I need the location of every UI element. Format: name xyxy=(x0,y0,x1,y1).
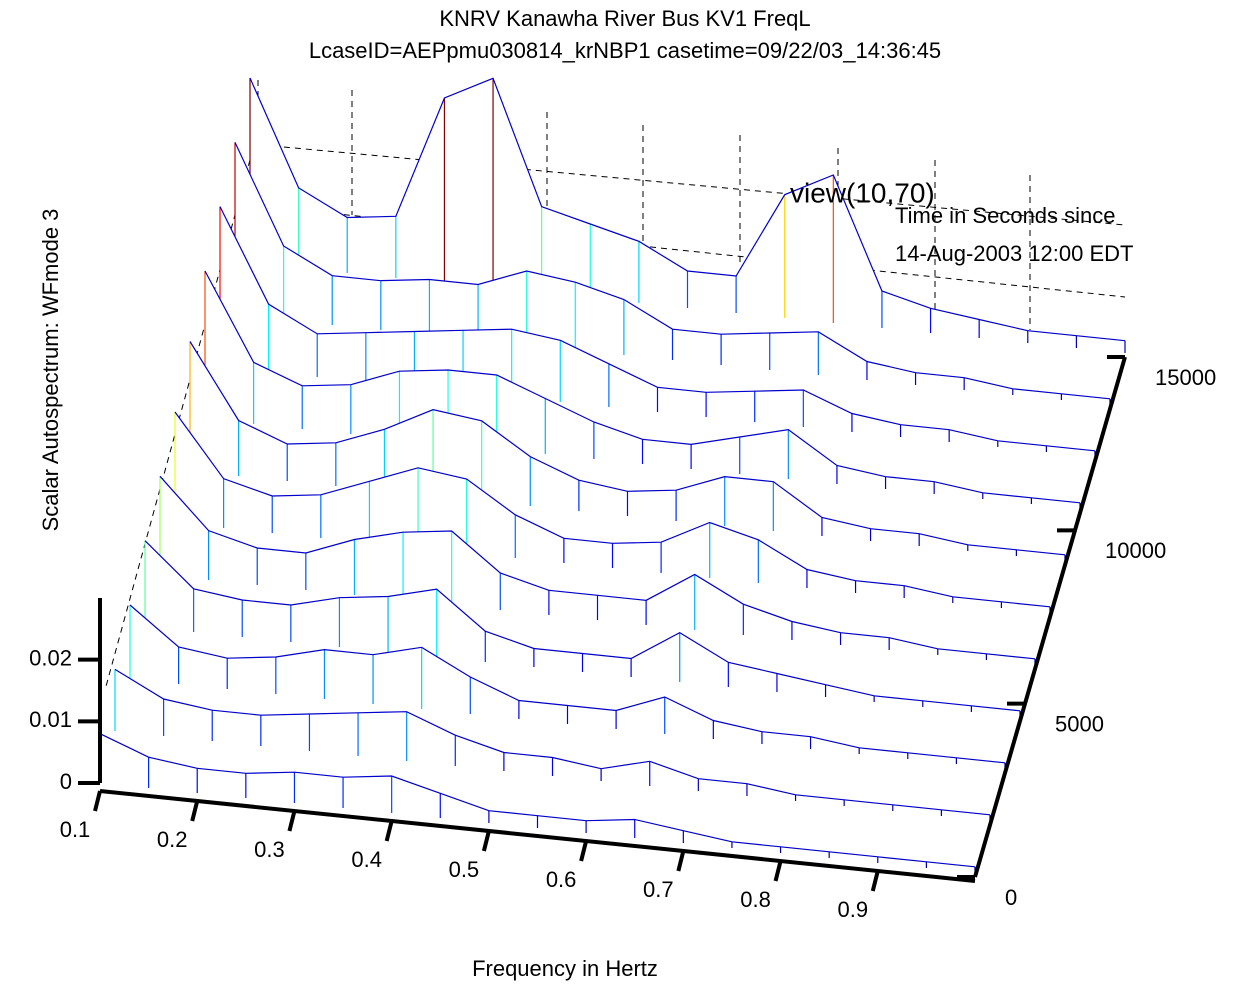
x-tick-label: 0.2 xyxy=(157,827,188,852)
row-line xyxy=(174,411,1051,608)
x-tick-label: 0.6 xyxy=(546,867,577,892)
annotation: Time in Seconds since xyxy=(895,203,1116,228)
row-line xyxy=(189,341,1066,556)
y-tick-label: 15000 xyxy=(1155,365,1216,390)
row-fill xyxy=(190,341,1065,561)
row-line xyxy=(99,733,976,868)
x-tick xyxy=(287,810,297,832)
z-tick-label: 0.02 xyxy=(29,645,72,670)
row-fill xyxy=(145,540,1020,717)
y-tick-label: 10000 xyxy=(1105,538,1166,563)
row-line xyxy=(129,604,1006,764)
z-tick-label: 0.01 xyxy=(29,707,72,732)
dash-line xyxy=(261,144,1126,226)
x-tick xyxy=(384,820,394,842)
x-axis-line xyxy=(99,789,976,883)
z-axis-label: Scalar Autospectrum: WFmode 3 xyxy=(38,209,63,532)
chart-subtitle: LcaseID=AEPpmu030814_krNBP1 casetime=09/… xyxy=(309,38,941,63)
x-tick-label: 0.8 xyxy=(740,887,771,912)
x-tick xyxy=(870,870,880,892)
row-line xyxy=(144,540,1021,712)
row-line xyxy=(249,77,1126,342)
x-tick xyxy=(676,850,686,872)
x-tick-label: 0.1 xyxy=(60,817,91,842)
annotation: view(10,70) xyxy=(790,177,935,208)
x-tick xyxy=(481,830,491,852)
row-line xyxy=(234,142,1111,400)
row-line xyxy=(204,270,1081,504)
x-tick-label: 0.3 xyxy=(254,837,285,862)
chart-title: KNRV Kanawha River Bus KV1 FreqL xyxy=(439,6,810,31)
annotation: 14-Aug-2003 12:00 EDT xyxy=(895,241,1134,266)
x-tick xyxy=(579,840,589,862)
y-axis-line xyxy=(973,356,1127,878)
x-tick xyxy=(773,860,783,882)
row-line xyxy=(114,668,991,816)
row-fill xyxy=(100,733,975,873)
x-tick-label: 0.7 xyxy=(643,877,674,902)
z-tick-label: 0 xyxy=(60,769,72,794)
x-tick-label: 0.4 xyxy=(351,847,382,872)
row-fill xyxy=(160,476,1035,665)
y-tick-label: 0 xyxy=(1005,885,1017,910)
x-tick xyxy=(93,790,102,812)
row-line xyxy=(159,475,1036,660)
axes: 0.1 0.2 0.3 0.4 0.5 0.6 0.7 0.8 0.9 0 5000 10000 150… xyxy=(29,355,1216,922)
row-line xyxy=(219,206,1096,452)
x-tick-label: 0.5 xyxy=(449,857,480,882)
x-axis-label: Frequency in Hertz xyxy=(472,956,658,981)
row-fill xyxy=(175,412,1050,613)
y-tick-label: 5000 xyxy=(1055,711,1104,736)
x-tick xyxy=(190,800,200,822)
x-tick-label: 0.9 xyxy=(837,897,868,922)
row-fill xyxy=(130,605,1005,769)
surface xyxy=(99,77,1126,873)
